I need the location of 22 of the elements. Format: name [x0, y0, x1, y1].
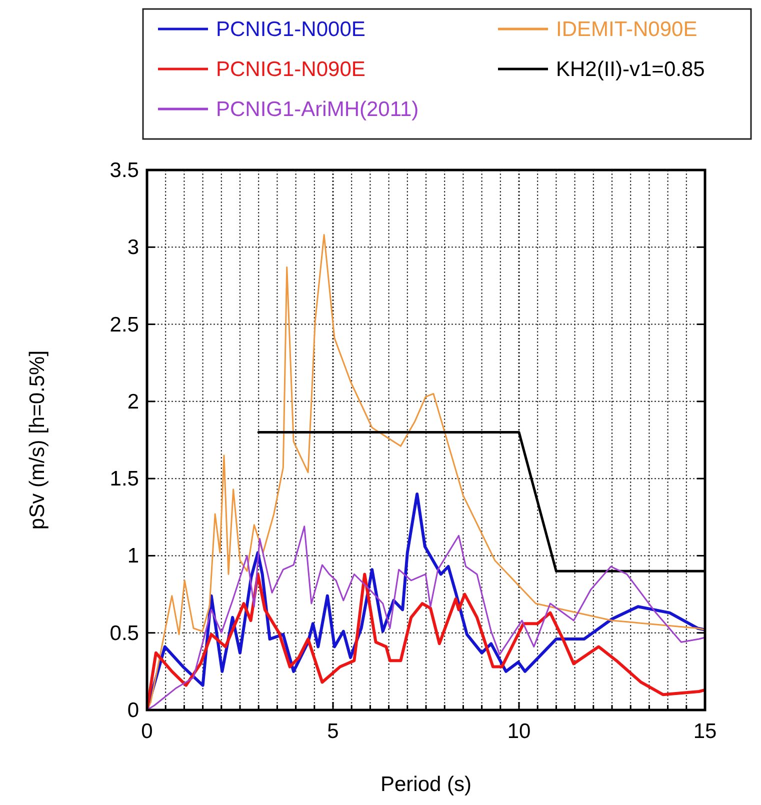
y-tick-label: 2.5: [110, 313, 139, 336]
legend-label: PCNIG1-N000E: [216, 18, 366, 41]
legend-label: KH2(II)-v1=0.85: [556, 58, 705, 81]
line-series: [147, 526, 705, 710]
y-tick-label: 3: [127, 236, 139, 260]
y-tick-label: 1: [127, 544, 139, 568]
x-axis-title: Period (s): [380, 773, 472, 796]
legend-label: PCNIG1-N090E: [216, 58, 366, 81]
line-series: [147, 572, 705, 710]
y-tick-label: 0: [127, 699, 139, 722]
y-tick-label: 2: [127, 390, 139, 414]
x-tick-label: 0: [141, 720, 153, 743]
y-tick-label: 0.5: [110, 622, 139, 645]
x-tick-label: 5: [327, 720, 339, 743]
y-tick-label: 3.5: [110, 159, 139, 182]
x-tick-label: 10: [507, 720, 531, 743]
y-tick-label: 1.5: [110, 468, 139, 491]
legend-label: PCNIG1-AriMH(2011): [216, 98, 419, 121]
y-axis-title: pSv (m/s) [h=0.5%]: [26, 350, 49, 530]
line-series: [147, 234, 705, 710]
x-tick-label: 15: [693, 720, 717, 743]
legend-label: IDEMIT-N090E: [556, 18, 698, 41]
